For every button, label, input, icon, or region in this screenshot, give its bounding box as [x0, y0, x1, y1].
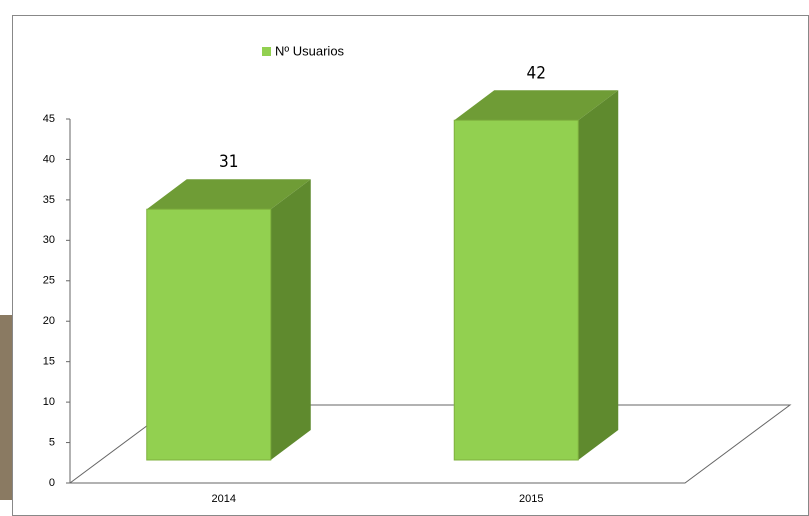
x-tick-label: 2014 — [212, 493, 236, 505]
y-tick-label: 10 — [43, 396, 55, 408]
y-tick-label: 5 — [49, 436, 55, 448]
y-tick-label: 45 — [43, 113, 55, 125]
y-tick-label: 0 — [49, 477, 55, 489]
bar-side — [578, 90, 618, 460]
legend-label: Nº Usuarios — [275, 43, 345, 58]
legend-swatch — [262, 47, 271, 56]
bar-side — [271, 179, 311, 460]
y-tick-label: 30 — [43, 234, 55, 246]
y-tick-label: 25 — [43, 275, 55, 287]
y-tick-label: 15 — [43, 356, 55, 368]
bar — [147, 209, 271, 460]
x-tick-label: 2015 — [519, 493, 543, 505]
value-label: 42 — [527, 63, 546, 83]
photo-edge — [0, 315, 12, 500]
chart-frame — [13, 16, 809, 516]
chart: Nº Usuarios 0 5 10 15 20 25 30 35 40 45 2014 31 2015… — [0, 0, 809, 516]
value-label: 31 — [219, 152, 238, 172]
bar — [454, 120, 578, 460]
y-tick-label: 40 — [43, 153, 55, 165]
y-tick-label: 35 — [43, 194, 55, 206]
y-tick-label: 20 — [43, 315, 55, 327]
